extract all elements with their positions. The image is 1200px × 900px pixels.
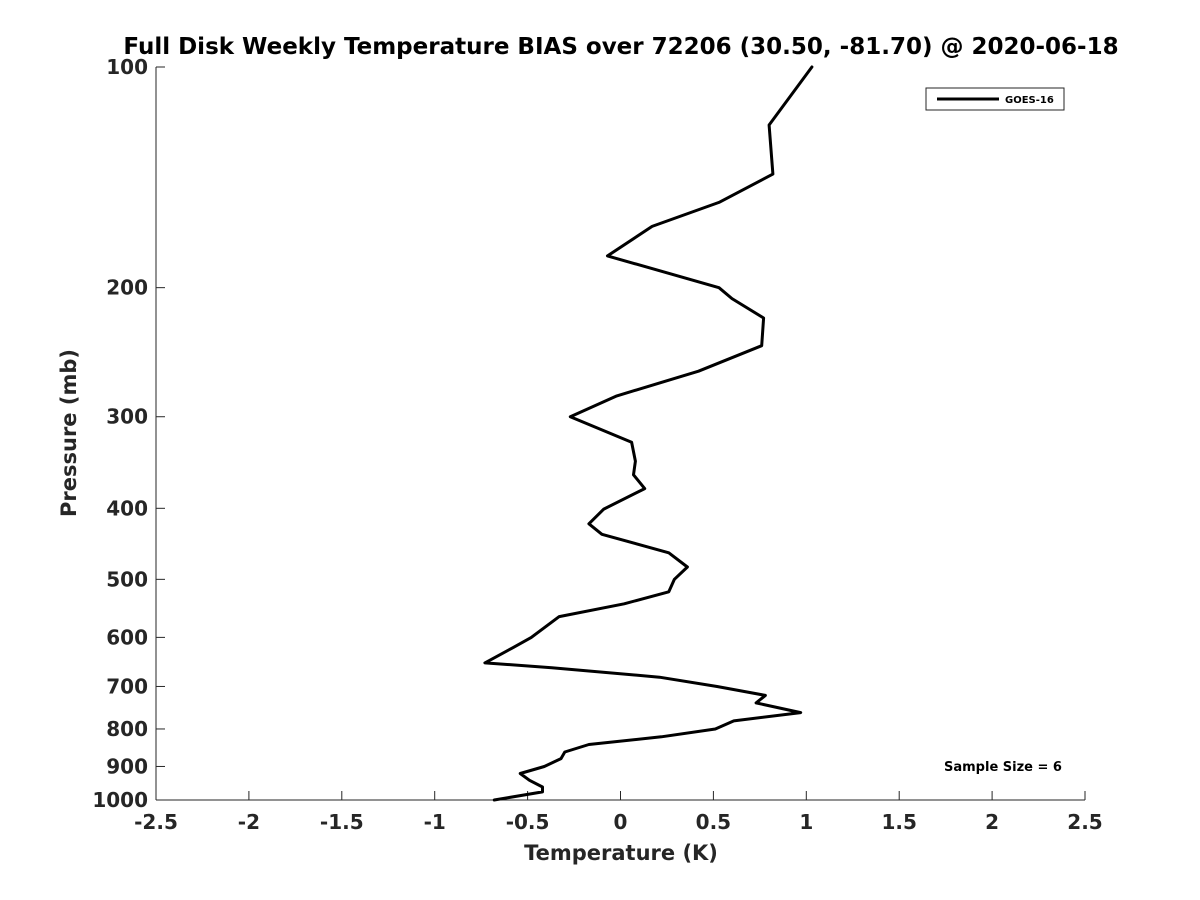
data-point (632, 474, 635, 476)
x-tick-label: 2 (985, 810, 999, 834)
data-point (668, 591, 670, 593)
x-tick-label: 0.5 (696, 810, 731, 834)
data-point (718, 286, 720, 289)
legend-label-goes-16: GOES-16 (1005, 95, 1054, 106)
x-tick-label: 1 (799, 810, 813, 834)
data-point (623, 603, 625, 605)
data-point (768, 124, 770, 126)
data-point (558, 615, 560, 618)
data-point (560, 757, 562, 760)
chart-title: Full Disk Weekly Temperature BIAS over 7… (123, 34, 1118, 60)
data-point (634, 460, 637, 463)
data-point (564, 751, 566, 753)
data-point (616, 395, 618, 397)
y-tick-label: 200 (106, 276, 148, 300)
data-point (528, 779, 531, 782)
legend: GOES-16 (925, 87, 1065, 111)
data-point (658, 676, 661, 678)
y-tick-label: 800 (106, 717, 148, 741)
data-point (588, 743, 590, 746)
data-point (660, 736, 663, 738)
x-axis-ticks: -2.5 -2 -1.5 -1 -0.5 0 0.5 1 1.5 2 2.5 (134, 791, 1103, 834)
x-tick-label: -2.5 (134, 810, 178, 834)
data-point (772, 173, 774, 175)
data-point (731, 297, 733, 300)
x-tick-label: -1.5 (320, 810, 364, 834)
data-point (493, 799, 496, 801)
data-point (588, 523, 590, 525)
data-point (511, 647, 514, 649)
y-axis-ticks: 100 200 300 400 500 600 700 800 900 1000 (92, 55, 165, 812)
data-point (484, 662, 486, 664)
data-point (630, 441, 633, 444)
data-point (551, 666, 553, 669)
series-layer (483, 65, 814, 802)
data-point (686, 566, 689, 568)
data-point (569, 415, 572, 418)
data-point (760, 344, 763, 347)
x-tick-label: 0 (614, 810, 628, 834)
data-point (668, 552, 670, 554)
y-tick-label: 1000 (92, 788, 148, 812)
data-point (530, 636, 533, 639)
x-tick-label: -0.5 (506, 810, 550, 834)
data-point (714, 728, 717, 730)
data-point (673, 578, 676, 581)
data-point (541, 791, 544, 793)
data-point (603, 508, 605, 510)
y-tick-label: 100 (106, 55, 148, 79)
data-point (651, 225, 653, 228)
plot-area (156, 67, 1085, 800)
y-tick-label: 700 (106, 674, 148, 698)
data-point (543, 765, 546, 768)
y-tick-label: 500 (106, 567, 148, 591)
y-tick-label: 600 (106, 625, 148, 649)
data-point (643, 487, 646, 490)
data-point (764, 694, 767, 697)
data-point (601, 533, 603, 536)
data-point (811, 66, 813, 68)
x-axis-label: Temperature (K) (524, 841, 718, 865)
x-tick-label: -2 (238, 810, 260, 834)
x-tick-label: 2.5 (1067, 810, 1102, 834)
y-tick-label: 400 (106, 496, 148, 520)
sample-size-annotation: Sample Size = 6 (944, 760, 1062, 775)
data-point (733, 720, 735, 722)
x-tick-label: -1 (424, 810, 446, 834)
data-point (519, 772, 521, 775)
data-point (697, 370, 700, 373)
y-axis-label: Pressure (mb) (57, 349, 81, 517)
y-tick-label: 900 (106, 754, 148, 778)
data-point (755, 702, 757, 704)
data-point (606, 255, 609, 257)
data-point (541, 786, 544, 788)
data-point (718, 201, 720, 204)
x-tick-label: 1.5 (881, 810, 916, 834)
y-tick-label: 300 (106, 405, 148, 429)
data-point (762, 317, 765, 319)
data-point (716, 685, 718, 688)
data-point (799, 711, 802, 714)
